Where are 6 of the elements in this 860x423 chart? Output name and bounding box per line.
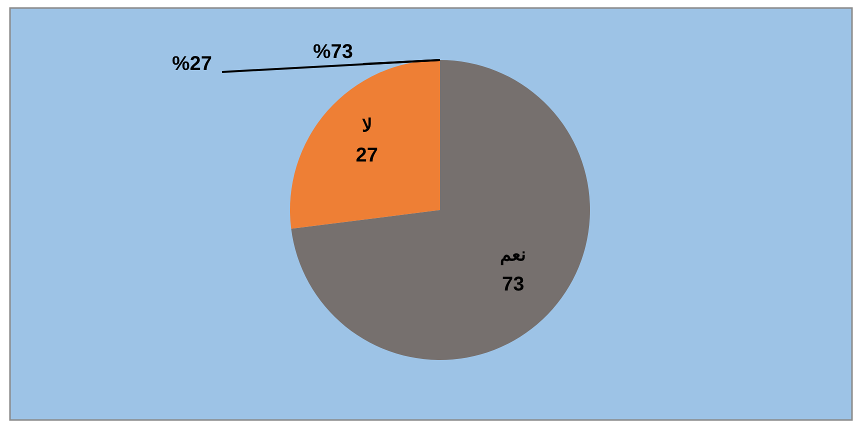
text: %73 [312, 41, 354, 63]
slice-label: نعم [500, 244, 526, 266]
data-label: 27 [356, 144, 378, 167]
text: %27 [172, 53, 212, 75]
slice-label: لا [362, 116, 372, 136]
data-label: 73 [502, 273, 524, 296]
